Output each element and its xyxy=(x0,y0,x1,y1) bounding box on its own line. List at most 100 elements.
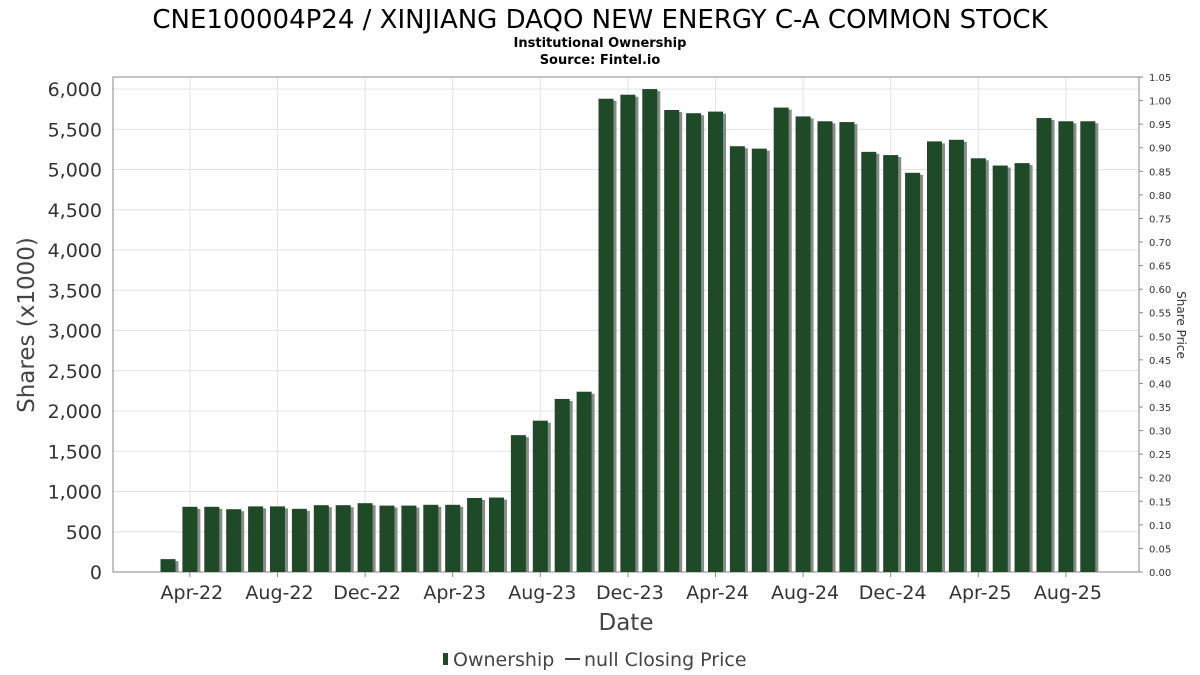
bar xyxy=(1036,118,1055,573)
bar-ownership xyxy=(423,504,439,572)
y-tick-label: 0 xyxy=(90,562,102,584)
bar-ownership xyxy=(708,111,723,573)
bar-ownership xyxy=(620,94,636,573)
y2-tick-label: 0.10 xyxy=(1149,521,1171,532)
bar-ownership xyxy=(532,420,548,572)
y2-tick-label: 0.50 xyxy=(1149,332,1171,343)
y-axis-ticks: 0 500 1,000 1,500 2,000 2,500 3,000 3,500 4,000 4… xyxy=(48,79,102,584)
bar-ownership xyxy=(598,98,614,573)
legend: Ownership null Closing Price xyxy=(443,649,747,671)
bar xyxy=(467,497,486,572)
bar xyxy=(532,420,551,572)
y2-tick-label: 0.40 xyxy=(1149,379,1171,390)
bar xyxy=(357,503,376,572)
bar xyxy=(510,435,529,572)
bar xyxy=(291,508,310,572)
y2-tick-label: 0.70 xyxy=(1149,238,1171,249)
x-tick-label: Apr-23 xyxy=(423,582,486,604)
bar xyxy=(883,155,902,572)
bar-ownership xyxy=(313,505,329,572)
y2-tick-label: 0.45 xyxy=(1149,356,1171,367)
bar-ownership xyxy=(664,110,680,572)
bar-ownership xyxy=(729,146,745,572)
y-tick-label: 3,000 xyxy=(48,321,102,343)
y2-tick-label: 0.05 xyxy=(1149,544,1171,555)
bar-ownership xyxy=(883,155,899,572)
bar-ownership xyxy=(204,506,220,572)
y2-tick-label: 0.85 xyxy=(1149,167,1171,178)
bar-ownership xyxy=(751,148,767,572)
y-tick-label: 1,500 xyxy=(48,441,102,463)
bar xyxy=(927,141,945,572)
x-tick-label: Aug-23 xyxy=(508,582,576,604)
bar xyxy=(861,151,880,573)
bar xyxy=(445,504,464,572)
bar xyxy=(773,107,792,573)
bar-ownership xyxy=(576,391,592,572)
y2-tick-label: 0.75 xyxy=(1149,214,1171,225)
bar xyxy=(905,172,924,572)
bar-ownership xyxy=(445,504,461,572)
x-tick-label: Apr-25 xyxy=(949,582,1012,604)
bar-ownership xyxy=(182,506,198,572)
bar xyxy=(576,391,595,572)
bar xyxy=(795,116,814,572)
y2-tick-label: 0.15 xyxy=(1149,497,1171,508)
y-axis-label: Shares (x1000) xyxy=(14,237,40,413)
bar-ownership xyxy=(160,559,176,572)
y2-tick-label: 0.55 xyxy=(1149,309,1171,320)
bar-ownership xyxy=(357,503,373,572)
bar-ownership xyxy=(335,505,351,572)
bar xyxy=(379,505,398,572)
y2-tick-label: 0.80 xyxy=(1149,191,1171,202)
y-tick-label: 5,000 xyxy=(48,160,102,182)
bar-ownership xyxy=(992,165,1008,572)
x-tick-label: Dec-24 xyxy=(859,582,927,604)
x-tick-label: Aug-24 xyxy=(771,582,839,604)
bar xyxy=(204,506,223,572)
bar xyxy=(992,165,1011,572)
y-tick-label: 5,500 xyxy=(48,119,102,141)
bar xyxy=(686,113,705,572)
bar xyxy=(248,506,267,572)
bar-ownership xyxy=(379,505,395,572)
bar xyxy=(313,505,332,572)
y2-tick-label: 0.35 xyxy=(1149,403,1171,414)
y-tick-label: 2,000 xyxy=(48,401,102,423)
bar-ownership xyxy=(970,158,986,573)
bars-group xyxy=(160,89,1099,573)
bar-ownership xyxy=(291,508,307,572)
y-tick-label: 500 xyxy=(66,522,102,544)
bar xyxy=(226,509,245,572)
bar-ownership xyxy=(773,107,789,573)
y2-tick-label: 0.30 xyxy=(1149,427,1171,438)
y2-axis-ticks: 0.00 0.05 0.10 0.15 0.20 0.25 0.30 0.35 0.40 0.45… xyxy=(1139,73,1171,579)
bar-ownership xyxy=(948,139,964,572)
chart-subtitle-source: Source: Fintel.io xyxy=(540,53,661,68)
x-tick-label: Aug-25 xyxy=(1034,582,1102,604)
x-axis-label: Date xyxy=(599,610,654,636)
y2-tick-label: 1.05 xyxy=(1149,73,1171,84)
bar-ownership xyxy=(861,151,877,573)
y-tick-label: 1,000 xyxy=(48,482,102,504)
bar xyxy=(598,98,617,573)
bar-ownership xyxy=(226,509,242,572)
bar xyxy=(708,111,726,573)
y-tick-label: 4,000 xyxy=(48,240,102,262)
bar-ownership xyxy=(839,122,855,572)
bar-ownership xyxy=(401,505,417,572)
legend-price-label: null Closing Price xyxy=(584,649,747,671)
bar xyxy=(839,122,858,572)
x-tick-label: Aug-22 xyxy=(245,582,313,604)
bar xyxy=(751,148,770,572)
bar xyxy=(335,505,354,572)
bar-ownership xyxy=(1014,163,1030,572)
bar-ownership xyxy=(686,113,702,572)
y2-tick-label: 0.25 xyxy=(1149,450,1171,461)
bar-ownership xyxy=(510,435,526,572)
bar xyxy=(970,158,989,573)
y2-tick-label: 1.00 xyxy=(1149,97,1171,108)
x-tick-label: Apr-22 xyxy=(161,582,224,604)
bar-ownership xyxy=(1080,121,1096,572)
